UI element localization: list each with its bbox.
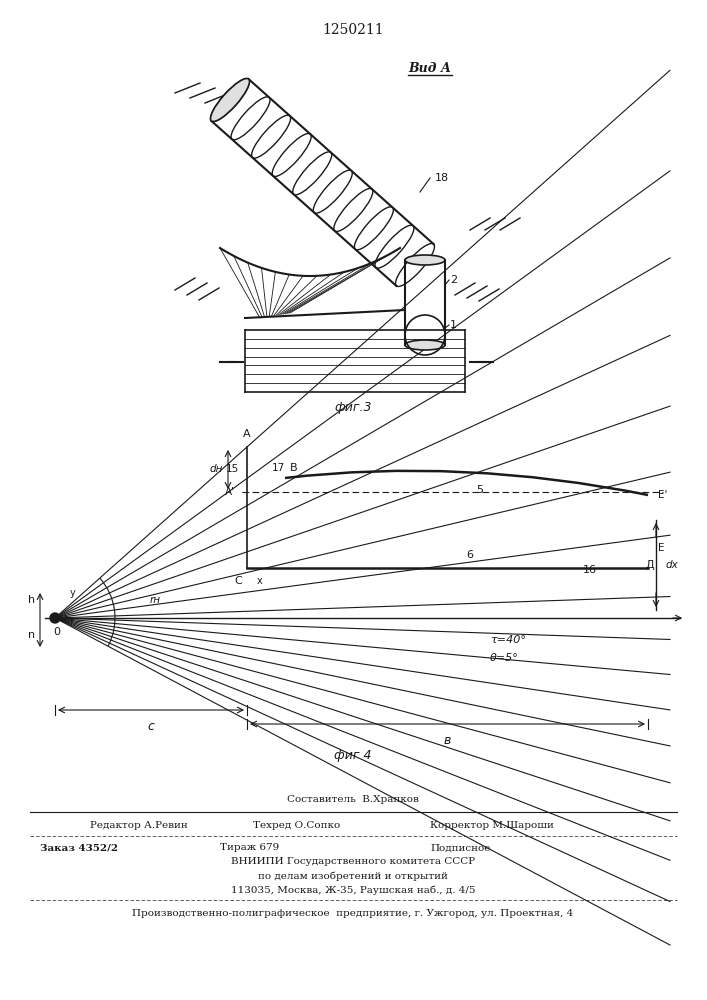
Text: A: A xyxy=(243,429,251,439)
Text: Техред О.Сопко: Техред О.Сопко xyxy=(253,820,340,830)
Text: Редактор А.Ревин: Редактор А.Ревин xyxy=(90,820,188,830)
Text: 1: 1 xyxy=(450,320,457,330)
Text: C: C xyxy=(234,576,242,586)
Text: 17: 17 xyxy=(272,463,285,473)
Text: c: c xyxy=(148,720,154,733)
Ellipse shape xyxy=(405,255,445,265)
Ellipse shape xyxy=(211,78,250,122)
Text: Составитель  В.Храпков: Составитель В.Храпков xyxy=(287,796,419,804)
Text: фиг.3: фиг.3 xyxy=(334,401,372,414)
Text: Вид А: Вид А xyxy=(409,62,452,75)
Text: x: x xyxy=(257,576,263,586)
Text: Производственно-полиграфическое  предприятие, г. Ужгород, ул. Проектная, 4: Производственно-полиграфическое предприя… xyxy=(132,908,573,918)
Ellipse shape xyxy=(405,340,445,350)
Text: ВНИИПИ Государственного комитета СССР: ВНИИПИ Государственного комитета СССР xyxy=(231,857,475,866)
Text: 2: 2 xyxy=(450,275,457,285)
Text: 16: 16 xyxy=(583,565,597,575)
Text: 0: 0 xyxy=(54,627,61,637)
Circle shape xyxy=(50,613,60,623)
Text: 1250211: 1250211 xyxy=(322,23,384,37)
Text: A': A' xyxy=(225,487,235,497)
Text: 18: 18 xyxy=(435,173,449,183)
Text: dх: dх xyxy=(666,560,679,570)
Text: 5: 5 xyxy=(477,485,484,495)
Text: dн: dн xyxy=(209,464,223,475)
Text: Заказ 4352/2: Заказ 4352/2 xyxy=(40,844,118,852)
Text: по делам изобретений и открытий: по делам изобретений и открытий xyxy=(258,871,448,881)
Text: τ=40°: τ=40° xyxy=(490,635,526,645)
Text: y: y xyxy=(70,588,76,598)
Text: h: h xyxy=(28,595,35,605)
Text: в: в xyxy=(444,734,451,747)
Text: фиг 4: фиг 4 xyxy=(334,748,372,762)
Text: Д: Д xyxy=(645,560,654,570)
Text: B: B xyxy=(290,463,298,473)
Text: n: n xyxy=(28,630,35,640)
Text: θ=5°: θ=5° xyxy=(490,653,519,663)
Text: E: E xyxy=(658,543,665,553)
Text: 113035, Москва, Ж-35, Раушская наб., д. 4/5: 113035, Москва, Ж-35, Раушская наб., д. … xyxy=(230,885,475,895)
Text: Подписное: Подписное xyxy=(430,844,491,852)
Text: Корректор М.Шароши: Корректор М.Шароши xyxy=(430,820,554,830)
Text: E': E' xyxy=(658,490,667,500)
Text: rн: rн xyxy=(149,595,160,605)
Text: 6: 6 xyxy=(467,550,474,560)
Text: 15: 15 xyxy=(226,464,239,475)
Text: Тираж 679: Тираж 679 xyxy=(220,844,279,852)
